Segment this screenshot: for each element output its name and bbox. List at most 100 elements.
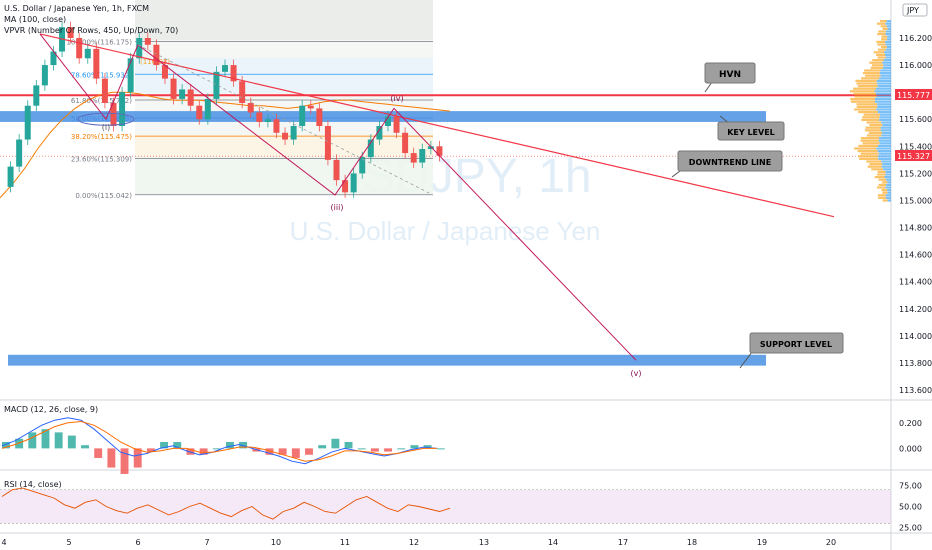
macd-label[interactable]: MACD (12, 26, close, 9) <box>4 405 99 414</box>
vpvr-up-54 <box>866 160 882 163</box>
candle-body-48 <box>410 153 417 163</box>
ma-line <box>0 91 451 199</box>
vpvr-up-61 <box>878 178 887 181</box>
vpvr-down-48 <box>877 144 891 147</box>
currency-box[interactable] <box>902 3 928 17</box>
candle-body-1 <box>7 166 14 187</box>
vpvr-up-0 <box>879 20 887 23</box>
candle-body-50 <box>427 146 434 150</box>
fib-label-2: 61.80%(115.742) <box>71 97 132 105</box>
ma-line-label[interactable]: MA (100, close) <box>4 15 67 24</box>
hvn-callout: HVN <box>704 62 756 93</box>
candle-body-16 <box>136 38 143 59</box>
vpvr-up-28 <box>853 92 877 95</box>
hvn-price-tag <box>895 89 932 100</box>
vpvr-down-54 <box>881 160 891 163</box>
macd-hist-21 <box>278 448 287 455</box>
candle-body-12 <box>101 78 108 103</box>
macd-hist-0 <box>2 441 10 449</box>
time-tick-3: 7 <box>204 538 209 547</box>
rsi-label[interactable]: RSI (14, close) <box>4 480 62 489</box>
time-tick-7: 13 <box>479 538 489 547</box>
vpvr-down-32 <box>877 103 891 106</box>
time-tick-6: 12 <box>409 538 419 547</box>
macd-hist-20 <box>265 448 274 455</box>
candle-body-17 <box>144 38 151 45</box>
vpvr-down-49 <box>876 147 891 150</box>
candle-body-19 <box>161 65 168 79</box>
vpvr-up-8 <box>876 40 886 43</box>
time-tick-1: 5 <box>66 538 71 547</box>
vpvr-down-30 <box>874 98 891 101</box>
fib-label-5: 23.60%(115.309) <box>71 156 132 164</box>
macd-hist-28 <box>370 448 379 452</box>
vpvr-up-64 <box>876 186 886 189</box>
rsi-tick-0: 75.00 <box>899 482 922 491</box>
candle-body-33 <box>282 132 289 140</box>
candle-body-22 <box>187 89 194 106</box>
fib-label-0: 100.00%(116.175) <box>66 38 132 46</box>
candle-body-9 <box>76 38 83 59</box>
vpvr-down-51 <box>878 152 891 155</box>
vpvr-down-34 <box>876 108 891 111</box>
vpvr-up-5 <box>877 33 886 36</box>
vpvr-up-40 <box>869 124 883 127</box>
hvn-price-label: 115.777 <box>897 91 930 100</box>
candle-body-15 <box>127 58 134 93</box>
vpvr-up-63 <box>878 183 887 186</box>
candle-body-23 <box>196 105 203 120</box>
candle-body-10 <box>84 48 91 59</box>
vpvr-up-57 <box>871 168 884 171</box>
currency-label: JPY <box>906 6 919 15</box>
vpvr-line-label[interactable]: VPVR (Number Of Rows, 450, Up/Down, 70) <box>4 26 179 35</box>
vpvr-down-21 <box>880 74 891 77</box>
vpvr-up-14 <box>877 56 886 59</box>
vpvr-up-59 <box>877 173 886 176</box>
vpvr-down-52 <box>877 155 891 158</box>
vpvr-up-23 <box>855 79 877 82</box>
macd-hist-29 <box>384 448 393 452</box>
vpvr-up-29 <box>854 95 877 98</box>
vpvr-down-29 <box>876 95 891 98</box>
downtrend-callout: DOWNTREND LINE <box>671 150 783 178</box>
vpvr-up-16 <box>869 61 883 64</box>
price-tick-1: 116.000 <box>899 61 932 70</box>
vpvr-down-41 <box>880 126 891 129</box>
vpvr-up-19 <box>864 69 881 72</box>
macd-hist-15 <box>199 448 208 455</box>
price-tick-9: 114.400 <box>899 278 932 287</box>
support-callout: SUPPORT LEVEL <box>739 332 844 369</box>
vpvr-down-26 <box>875 87 891 90</box>
vpvr-up-25 <box>857 85 878 88</box>
macd-hist-27 <box>357 448 366 450</box>
vpvr-up-34 <box>854 108 877 111</box>
price-tick-3: 115.600 <box>899 115 932 124</box>
time-tick-2: 6 <box>135 538 140 547</box>
vpvr-up-50 <box>857 150 878 153</box>
candle-body-34 <box>290 126 297 140</box>
ma-series <box>0 91 451 199</box>
signal-series <box>1 420 437 462</box>
vpvr-up-17 <box>871 64 884 67</box>
vpvr-up-41 <box>865 126 881 129</box>
vpvr-down-66 <box>887 191 891 194</box>
vpvr-down-55 <box>882 163 891 166</box>
vpvr-down-15 <box>883 59 891 62</box>
vpvr-down-56 <box>881 165 891 168</box>
wave-i-label: (i) <box>102 123 110 132</box>
zones <box>0 94 891 366</box>
candle-body-18 <box>153 44 160 66</box>
vpvr-up-24 <box>856 82 878 85</box>
macd-hist-17 <box>226 441 234 449</box>
vpvr-down-36 <box>880 113 891 116</box>
candle-body-51 <box>436 146 443 156</box>
candle-body-45 <box>384 116 391 126</box>
candle-body-42 <box>359 157 366 174</box>
time-tick-11: 19 <box>757 538 767 547</box>
key-level-zone <box>0 111 766 122</box>
vpvr-down-35 <box>877 111 891 114</box>
macd-pane: 0.200 0.000 <box>1 417 922 474</box>
candle-body-43 <box>367 139 374 158</box>
vpvr-down-58 <box>885 170 891 173</box>
wave-i-ellipse <box>77 112 135 126</box>
